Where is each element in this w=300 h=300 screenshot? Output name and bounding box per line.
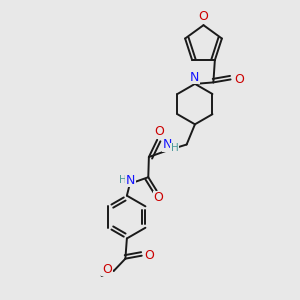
Text: N: N <box>126 174 135 187</box>
Text: O: O <box>234 73 244 86</box>
Text: N: N <box>190 71 199 84</box>
Text: N: N <box>163 138 172 151</box>
Text: O: O <box>102 263 112 276</box>
Text: O: O <box>199 10 208 23</box>
Text: O: O <box>154 125 164 138</box>
Text: H: H <box>119 175 127 185</box>
Text: H: H <box>171 143 178 153</box>
Text: O: O <box>145 249 154 262</box>
Text: O: O <box>153 191 163 204</box>
